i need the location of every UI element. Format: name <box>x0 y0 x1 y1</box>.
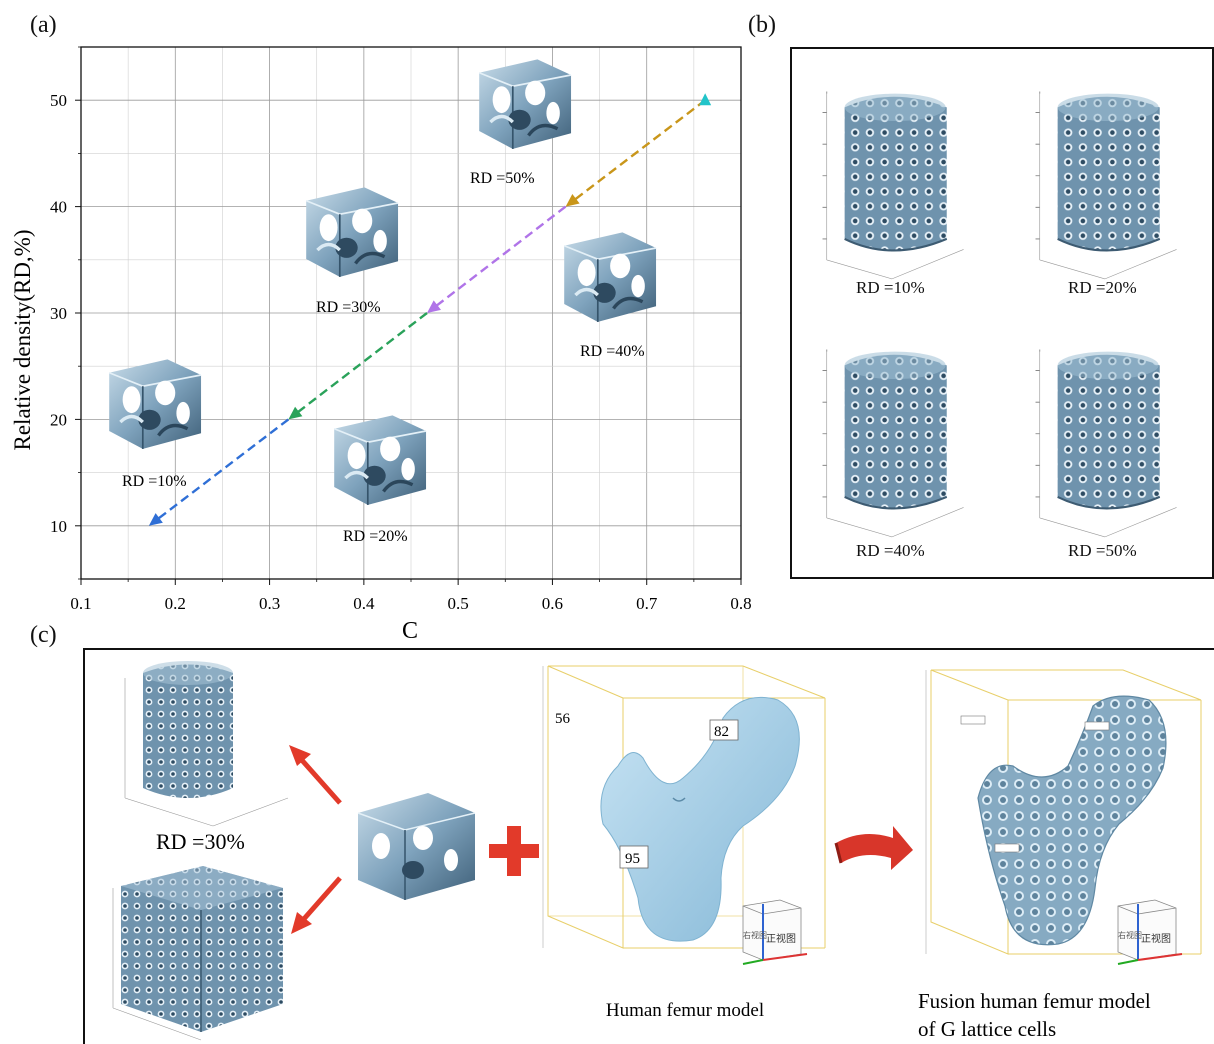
g-unit-cell-image <box>358 793 475 900</box>
femur-number-95: 95 <box>625 851 640 867</box>
femur-number-82: 82 <box>714 724 729 740</box>
panel-b-rd10: RD =10% <box>856 278 925 298</box>
arrowhead-marker <box>149 513 163 526</box>
panel-b-svg <box>792 49 1212 577</box>
view-cube-2-icon: 正视图 右视图 <box>1118 900 1182 964</box>
x-tick-label: 0.5 <box>448 594 469 613</box>
annotation-rd50: RD =50% <box>470 170 535 187</box>
panel-b-rd40: RD =40% <box>856 541 925 561</box>
lattice-cell-rd30-image <box>306 187 398 277</box>
lattice-cell-rd20-image <box>334 415 426 505</box>
y-tick-label: 50 <box>50 91 67 110</box>
svg-text:右视图: 右视图 <box>1118 930 1142 940</box>
x-tick-label: 0.6 <box>542 594 563 613</box>
view-cube-icon: 正视图 右视图 <box>743 900 807 964</box>
dashed-segment <box>574 100 705 200</box>
svg-text:正视图: 正视图 <box>1141 932 1171 945</box>
annotation-rd30: RD =30% <box>316 299 381 316</box>
arrowhead-marker <box>427 300 441 313</box>
x-tick-label: 0.3 <box>259 594 280 613</box>
panel-b-rd20: RD =20% <box>1068 278 1137 298</box>
plus-icon <box>489 826 539 876</box>
lattice-cell-rd40-image <box>564 232 656 322</box>
curved-red-arrow-icon <box>836 826 913 870</box>
cylinder-rd40-image <box>823 350 964 537</box>
y-tick-label: 10 <box>50 517 67 536</box>
y-tick-label: 30 <box>50 304 67 323</box>
chart-svg: 0.1 0.2 0.3 0.4 0.5 0.6 0.7 0.8 10 20 30 40 50 RD =5… <box>0 0 760 650</box>
panel-b-rd50: RD =50% <box>1068 541 1137 561</box>
svg-text:正视图: 正视图 <box>766 932 796 945</box>
x-tick-label: 0.1 <box>70 594 91 613</box>
y-tick-label: 20 <box>50 410 67 429</box>
chart-grid <box>81 47 741 579</box>
fusion-caption-line2: of G lattice cells <box>918 1017 1056 1041</box>
annotation-rd40: RD =40% <box>580 343 645 360</box>
x-tick-label: 0.8 <box>730 594 751 613</box>
lattice-cell-rd10-image <box>109 359 201 449</box>
fusion-caption-line1: Fusion human femur model <box>918 989 1151 1013</box>
cylinder-rd20-image <box>1036 92 1177 279</box>
femur-number-56: 56 <box>555 711 571 727</box>
svg-text:右视图: 右视图 <box>743 930 767 940</box>
cylinder-rd30-image <box>125 661 288 826</box>
dashed-segment <box>436 207 566 307</box>
panel-c-rd30-label: RD =30% <box>156 829 245 854</box>
x-tick-label: 0.4 <box>353 594 375 613</box>
arrowhead-marker <box>566 194 580 207</box>
annotation-rd20: RD =20% <box>343 528 408 545</box>
lattice-block-image <box>113 866 283 1040</box>
panel-c-svg: RD =30% <box>83 648 1214 1044</box>
red-arrow-up-icon <box>289 745 340 803</box>
x-axis-label: C <box>402 618 418 644</box>
y-tick-label: 40 <box>50 198 67 217</box>
lattice-cell-rd50-image <box>479 59 571 149</box>
cylinder-rd50-image <box>1036 350 1177 537</box>
x-tick-label: 0.2 <box>165 594 186 613</box>
panel-b-frame <box>790 47 1214 579</box>
y-axis-label: Relative density(RD,%) <box>10 229 35 450</box>
data-point-triangle <box>699 93 711 105</box>
arrowhead-marker <box>288 407 302 420</box>
x-tick-label: 0.7 <box>636 594 658 613</box>
annotation-rd10: RD =10% <box>122 473 187 490</box>
cylinder-rd10-image <box>823 92 964 279</box>
femur-caption: Human femur model <box>606 1000 764 1021</box>
red-arrow-down-icon <box>291 878 340 934</box>
